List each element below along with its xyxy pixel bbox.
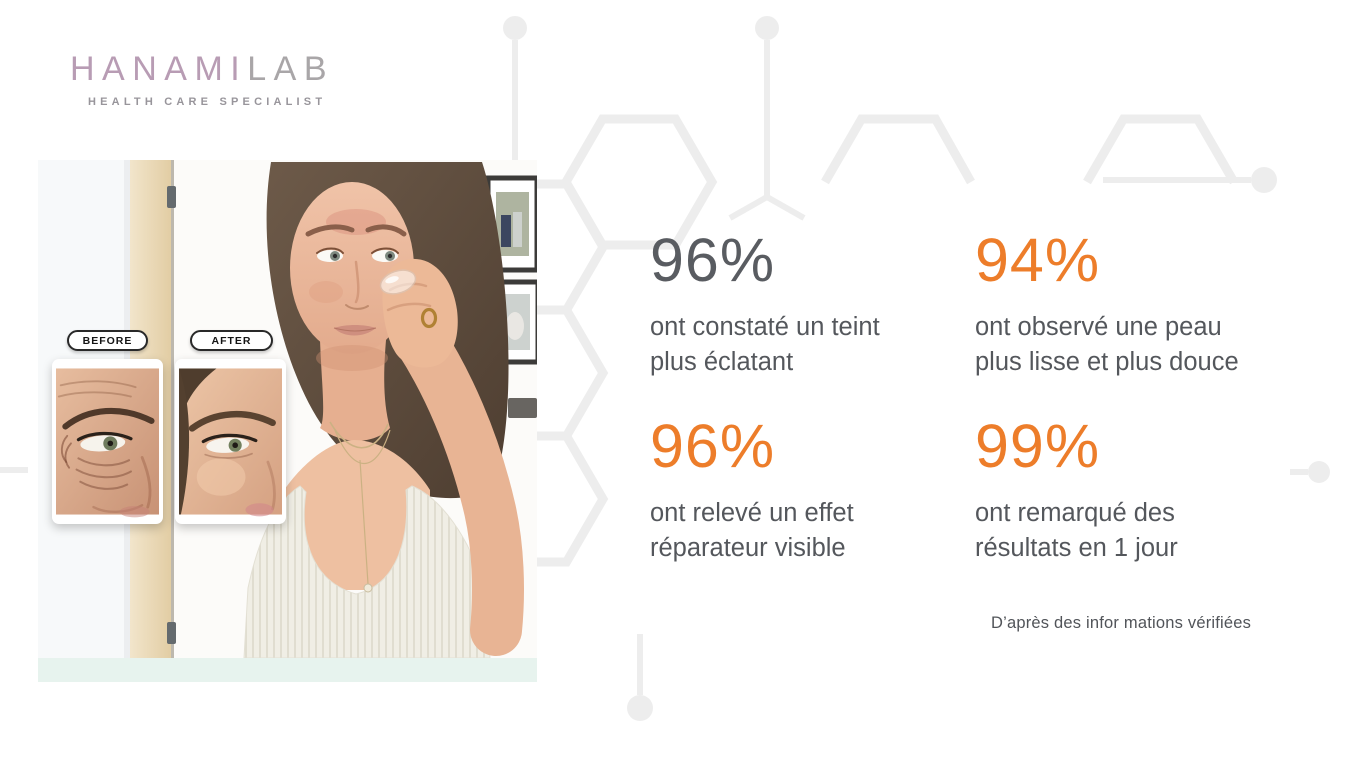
after-badge: AFTER: [190, 330, 273, 351]
stat-description: ont relevé un effet réparateur visible: [650, 499, 854, 562]
brand-name-secondary: LAB: [247, 50, 334, 88]
stat-card-resultats-1-jour: 99% ont remarqué des résultats en 1 jour: [975, 416, 1297, 566]
stat-card-effet-reparateur: 96% ont relevé un effet réparateur visib…: [650, 416, 972, 566]
stat-description: ont remarqué des résultats en 1 jour: [975, 499, 1178, 562]
brand-logo: HANAMILAB HEALTH CARE SPECIALIST: [70, 50, 334, 108]
before-badge: BEFORE: [67, 330, 148, 351]
stat-card-teint: 96% ont constaté un teint plus éclatant: [650, 230, 972, 380]
after-badge-label: AFTER: [211, 334, 252, 347]
brand-name-primary: HANAMI: [70, 50, 248, 88]
stat-value: 94%: [975, 226, 1101, 294]
brand-name: HANAMILAB: [70, 50, 334, 89]
brand-tagline: HEALTH CARE SPECIALIST: [88, 96, 327, 108]
after-eye-closeup: [179, 368, 282, 517]
mint-strip: [38, 658, 537, 682]
source-note: D’après des infor mations vérifiées: [991, 613, 1252, 632]
before-badge-label: BEFORE: [82, 334, 133, 347]
before-inset-image: [52, 359, 163, 524]
before-eye-closeup: [56, 368, 159, 518]
stat-description: ont observé une peau plus lisse et plus …: [975, 313, 1239, 376]
stat-card-peau-lisse: 94% ont observé une peau plus lisse et p…: [975, 230, 1297, 380]
product-demo-photo: BEFORE AFTER: [38, 160, 537, 682]
stat-value: 99%: [975, 412, 1101, 480]
stat-description: ont constaté un teint plus éclatant: [650, 313, 880, 376]
stat-value: 96%: [650, 226, 776, 294]
after-inset-image: [175, 359, 286, 524]
woman-applying-eye-patch-photo: BEFORE AFTER: [38, 160, 537, 658]
stat-value: 96%: [650, 412, 776, 480]
